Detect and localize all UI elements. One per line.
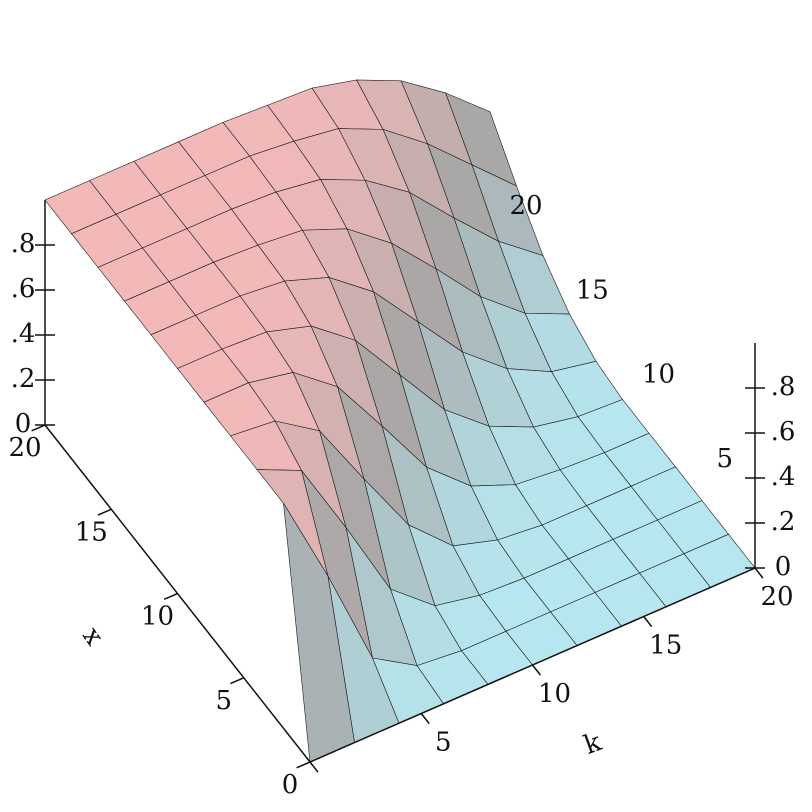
x-tick [31, 424, 46, 432]
x-tick-label: 15 [576, 275, 609, 305]
k-tick [420, 713, 430, 725]
z-tick-label: 0 [15, 409, 32, 439]
x-tick-label: 0 [282, 770, 299, 800]
x-tick-label: 10 [141, 602, 174, 632]
k-tick-label: 5 [435, 728, 452, 758]
z-tick-label: .4 [11, 319, 36, 349]
x-tick-label: 15 [75, 517, 108, 547]
k-tick [643, 616, 653, 628]
x-tick-label: 10 [642, 360, 675, 390]
k-tick [754, 567, 764, 579]
x-tick-label: 5 [716, 444, 733, 474]
k-tick-label: 15 [649, 631, 682, 661]
z-tick-label: 0 [775, 552, 792, 582]
x-axis-label: x [76, 622, 109, 651]
k-axis-label: k [580, 727, 605, 761]
z-tick-label: .6 [11, 274, 36, 304]
z-tick-label: .2 [771, 507, 796, 537]
x-tick [296, 761, 311, 769]
x-tick [97, 508, 112, 516]
z-tick-label: .8 [771, 372, 796, 402]
x-tick-label: 5 [215, 686, 232, 716]
k-tick [531, 664, 542, 676]
z-tick-label: .6 [771, 417, 796, 447]
x-tick [230, 677, 245, 685]
z-tick-label: .4 [771, 462, 796, 492]
x-tick-label: 20 [509, 191, 542, 221]
x-tick [163, 592, 178, 601]
z-tick-label: .8 [11, 229, 36, 259]
k-tick [309, 761, 319, 773]
k-tick-label: 20 [760, 582, 793, 612]
x-tick-label: 20 [8, 433, 41, 463]
k-tick-label: 10 [538, 679, 571, 709]
z-tick-label: .2 [11, 364, 36, 394]
surface [44, 79, 756, 763]
